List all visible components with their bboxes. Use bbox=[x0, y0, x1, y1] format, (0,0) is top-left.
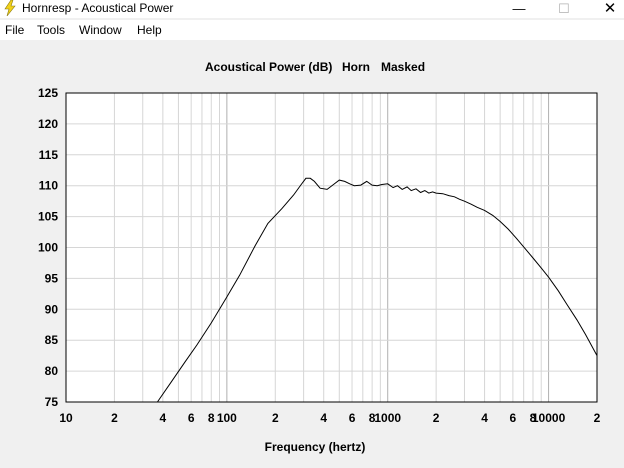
menu-window[interactable]: Window bbox=[79, 23, 122, 37]
y-tick-label: 125 bbox=[38, 86, 58, 100]
menu-file[interactable]: File bbox=[5, 23, 25, 37]
x-tick-label: 2 bbox=[433, 411, 440, 425]
x-tick-label: 6 bbox=[510, 411, 517, 425]
lightning-bolt-icon bbox=[4, 0, 16, 16]
menu-bar: File Tools Window Help bbox=[0, 20, 624, 40]
x-tick-label: 100 bbox=[217, 411, 237, 425]
acoustical-power-curve bbox=[156, 177, 598, 403]
y-tick-label: 85 bbox=[45, 333, 59, 347]
y-tick-label: 115 bbox=[39, 148, 59, 162]
x-tick-label: 4 bbox=[160, 411, 167, 425]
x-tick-label: 2 bbox=[594, 411, 601, 425]
x-tick-label: 10 bbox=[59, 411, 73, 425]
x-tick-label: 10000 bbox=[532, 411, 566, 425]
x-tick-label: 6 bbox=[188, 411, 195, 425]
window-title: Hornresp - Acoustical Power bbox=[22, 1, 174, 15]
y-tick-label: 100 bbox=[38, 241, 58, 255]
y-tick-label: 110 bbox=[39, 179, 59, 193]
y-tick-label: 80 bbox=[45, 364, 59, 378]
y-tick-label: 105 bbox=[38, 210, 58, 224]
chart-title-masked: Masked bbox=[381, 60, 425, 74]
chart-title-quantity: Acoustical Power (dB) bbox=[205, 60, 332, 74]
x-tick-label: 4 bbox=[481, 411, 488, 425]
close-button[interactable]: ✕ bbox=[603, 0, 617, 17]
x-tick-label: 8 bbox=[530, 411, 537, 425]
x-tick-label: 8 bbox=[369, 411, 376, 425]
maximize-button[interactable]: ☐ bbox=[558, 1, 570, 16]
x-tick-label: 2 bbox=[111, 411, 118, 425]
x-tick-label: 1000 bbox=[374, 411, 401, 425]
x-axis-label: Frequency (hertz) bbox=[265, 440, 366, 454]
y-tick-label: 90 bbox=[45, 302, 59, 316]
x-tick-label: 6 bbox=[349, 411, 356, 425]
chart-area: Acoustical Power (dB) Horn Masked Freque… bbox=[0, 40, 624, 468]
y-tick-label: 75 bbox=[45, 395, 59, 409]
y-tick-label: 120 bbox=[38, 117, 58, 131]
plot-frame bbox=[65, 92, 598, 403]
chart-title-horn: Horn bbox=[342, 60, 370, 74]
x-tick-label: 8 bbox=[208, 411, 215, 425]
x-tick-label: 4 bbox=[320, 411, 327, 425]
title-bar: Hornresp - Acoustical Power — ☐ ✕ bbox=[0, 0, 624, 18]
menu-help[interactable]: Help bbox=[137, 23, 162, 37]
acoustical-power-chart: Acoustical Power (dB) Horn Masked Freque… bbox=[38, 60, 601, 454]
y-tick-label: 95 bbox=[45, 271, 59, 285]
minimize-button[interactable]: — bbox=[512, 1, 526, 16]
x-tick-label: 2 bbox=[272, 411, 279, 425]
menu-tools[interactable]: Tools bbox=[37, 23, 66, 37]
